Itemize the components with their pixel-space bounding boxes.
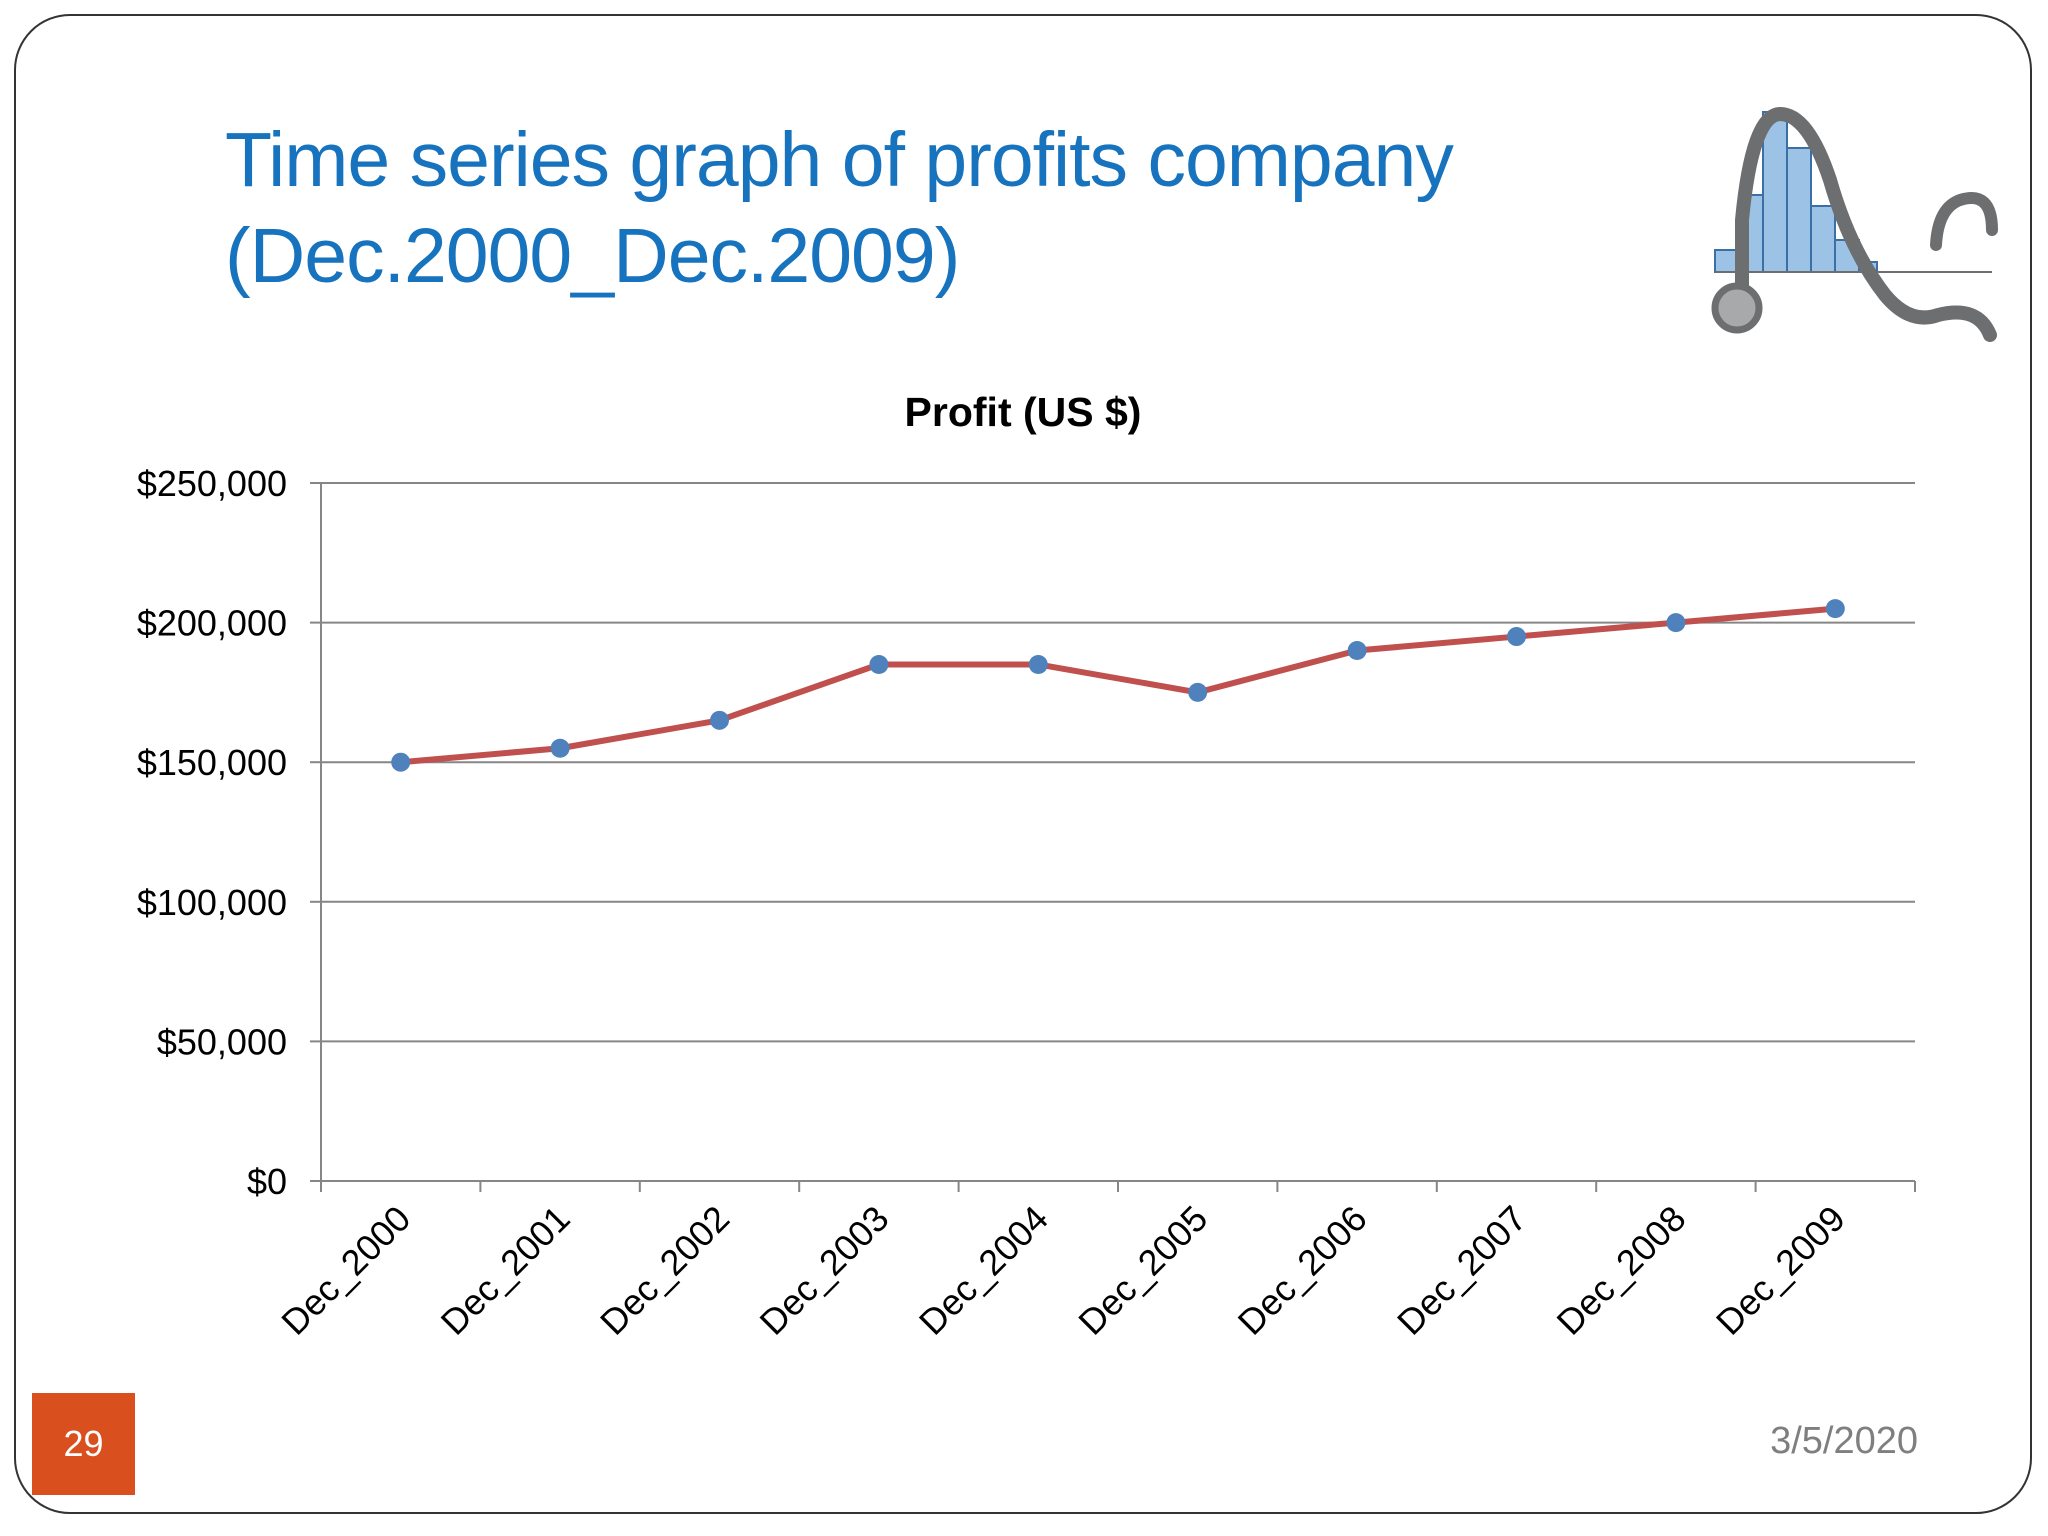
slide-frame (14, 14, 2032, 1514)
y-tick-label: $50,000 (157, 1021, 287, 1062)
slide-title-line-1: Time series graph of profits company (225, 117, 1454, 203)
y-tick-label: $150,000 (137, 742, 287, 783)
slide-title-line-2: (Dec.2000_Dec.2009) (225, 213, 960, 299)
y-tick-label: $100,000 (137, 882, 287, 923)
chart-axes (310, 482, 1916, 1192)
profit-series-line (397, 605, 1839, 766)
page-number-badge: 29 (32, 1393, 135, 1495)
y-tick-label: $250,000 (137, 463, 287, 504)
profit-data-point (1028, 654, 1048, 674)
chart-gridlines (321, 482, 1915, 1043)
x-tick-label: Dec_2002 (592, 1198, 737, 1343)
x-tick-label: Dec_2005 (1070, 1198, 1215, 1343)
slide-title: Time series graph of profits company (De… (225, 112, 1645, 304)
page-number: 29 (63, 1423, 104, 1464)
profit-data-point (1347, 641, 1367, 661)
x-tick-label: Dec_2007 (1389, 1198, 1534, 1343)
profit-data-point (1188, 682, 1208, 702)
profit-data-point (1825, 599, 1845, 619)
slide-date: 3/5/2020 (1770, 1420, 1918, 1462)
y-tick-label: $0 (247, 1161, 287, 1202)
profit-data-point (391, 752, 411, 772)
x-tick-label: Dec_2000 (273, 1198, 418, 1343)
profit-data-point (1666, 613, 1686, 633)
profit-data-point (550, 738, 570, 758)
profit-data-point (710, 710, 729, 730)
x-tick-label: Dec_2003 (752, 1198, 897, 1343)
x-tick-label: Dec_2001 (433, 1198, 578, 1343)
y-tick-label: $200,000 (137, 603, 287, 644)
x-tick-label: Dec_2008 (1549, 1198, 1694, 1343)
profit-data-point (1507, 627, 1526, 647)
profit-data-point (869, 654, 889, 674)
x-axis-tick-labels: Dec_2000 Dec_2001 Dec_2002 Dec_2003 Dec_2004… (273, 1198, 1853, 1343)
x-tick-label: Dec_2009 (1708, 1198, 1853, 1343)
chart-title: Profit (US $) (905, 389, 1142, 435)
x-tick-label: Dec_2006 (1230, 1198, 1375, 1343)
profit-line-chart: Profit (US $) $0$50,000$100,000$150,000$… (137, 389, 1916, 1343)
x-tick-label: Dec_2004 (911, 1198, 1056, 1343)
y-axis-tick-labels: $0 $50,000 $100,000 $150,000 $200,000 $250,00… (137, 463, 287, 1202)
profit-series (391, 599, 1845, 772)
histogram-stethoscope-logo-icon (1711, 106, 1998, 342)
